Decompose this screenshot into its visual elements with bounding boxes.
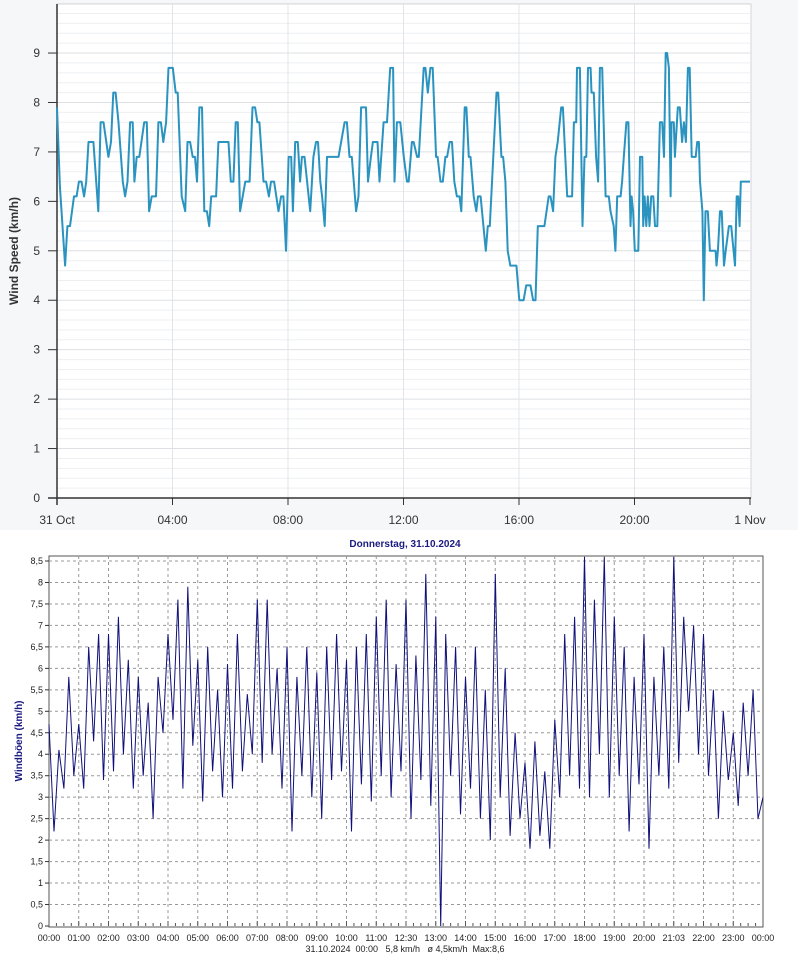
bottom-y-tick-label: 6,5	[30, 642, 43, 652]
bottom-y-tick-label: 3,5	[30, 771, 43, 781]
bottom-x-tick-label: 22:00	[692, 933, 715, 943]
top-x-tick-label: 04:00	[157, 513, 187, 527]
bottom-x-tick-label: 04:00	[157, 933, 180, 943]
bottom-y-tick-label: 6	[38, 663, 43, 673]
top-y-tick-label: 0	[33, 491, 40, 505]
bottom-x-tick-label: 06:00	[216, 933, 239, 943]
wind-speed-series-line	[56, 52, 750, 302]
bottom-x-tick-label: 00:00	[752, 933, 775, 943]
top-axes: 31 Oct 04:00 08:00 12:00 16:00 20:00 1 Nov 0 1 2 3…	[33, 4, 766, 527]
bottom-x-tick-label: 11:00	[365, 933, 387, 943]
top-y-tick-label: 8	[33, 95, 40, 109]
bottom-x-tick-label: 05:00	[186, 933, 209, 943]
bottom-y-tick-label: 1,5	[30, 857, 43, 867]
bottom-y-tick-label: 4	[38, 749, 43, 759]
top-y-axis-label: Wind Speed (km/h)	[7, 197, 21, 305]
bottom-y-tick-label: 0	[38, 921, 43, 931]
bottom-x-tick-label: 09:00	[305, 933, 328, 943]
bottom-x-tick-label: 16:00	[514, 933, 537, 943]
bottom-y-tick-label: 2	[38, 835, 43, 845]
bottom-y-tick-label: 4,5	[30, 728, 43, 738]
bottom-chart-title: Donnerstag, 31.10.2024	[349, 539, 461, 550]
bottom-x-tick-label: 13:00	[424, 933, 447, 943]
top-grid	[57, 3, 750, 498]
top-x-tick-label: 16:00	[504, 513, 534, 527]
bottom-x-tick-label: 03:00	[127, 933, 150, 943]
bottom-x-tick-label: 20:00	[633, 933, 656, 943]
top-y-tick-label: 9	[33, 46, 40, 60]
top-y-tick-label: 6	[33, 194, 40, 208]
bottom-x-tick-label: 18:00	[573, 933, 596, 943]
top-x-tick-label: 08:00	[273, 513, 303, 527]
bottom-x-tick-label: 17:00	[543, 933, 566, 943]
bottom-x-tick-label: 21:03	[662, 933, 685, 943]
bottom-x-tick-label: 07:00	[246, 933, 269, 943]
top-y-tick-label: 2	[33, 392, 40, 406]
bottom-y-axis-label: Windböen (km/h)	[14, 700, 25, 781]
bottom-x-tick-label: 00:00	[38, 933, 61, 943]
top-x-tick-label: 1 Nov	[734, 513, 765, 527]
bottom-y-tick-label: 3	[38, 792, 43, 802]
bottom-x-tick-label: 12:30	[395, 933, 418, 943]
top-y-tick-label: 3	[33, 343, 40, 357]
bottom-y-tick-label: 5,5	[30, 685, 43, 695]
top-y-tick-label: 5	[33, 244, 40, 258]
bottom-grid	[49, 556, 763, 926]
bottom-axes: 0 0,5 1 1,5 2 2,5 3 3,5 4 4,5 5 5,5 6 6,5 7 7,5 8 8,5 00:0…	[30, 556, 774, 943]
bottom-x-tick-label: 19:00	[603, 933, 626, 943]
top-y-tick-label: 7	[33, 145, 40, 159]
bottom-y-tick-label: 5	[38, 706, 43, 716]
top-x-tick-label: 12:00	[388, 513, 418, 527]
bottom-y-tick-label: 1	[38, 878, 43, 888]
bottom-x-tick-label: 02:00	[97, 933, 120, 943]
bottom-x-tick-label: 23:00	[722, 933, 745, 943]
bottom-y-tick-label: 8,5	[30, 556, 43, 566]
bottom-y-tick-label: 7	[38, 620, 43, 630]
bottom-y-tick-label: 0,5	[30, 900, 43, 910]
top-x-tick-label: 31 Oct	[39, 513, 75, 527]
bottom-y-tick-label: 7,5	[30, 599, 43, 609]
top-y-tick-label: 4	[33, 293, 40, 307]
top-y-tick-label: 1	[33, 442, 40, 456]
gust-series-line	[48, 556, 764, 927]
bottom-y-tick-label: 8	[38, 577, 43, 587]
top-x-tick-label: 20:00	[619, 513, 649, 527]
bottom-y-tick-label: 2,5	[30, 814, 43, 824]
bottom-x-tick-label: 01:00	[67, 933, 90, 943]
bottom-chart-footer: 31.10.2024 00:00 5,8 km/h ø 4,5km/h Max:…	[305, 944, 504, 954]
bottom-x-tick-label: 08:00	[276, 933, 299, 943]
bottom-x-tick-label: 10:00	[335, 933, 358, 943]
bottom-x-tick-label: 14:00	[454, 933, 477, 943]
bottom-x-tick-label: 15:00	[484, 933, 507, 943]
